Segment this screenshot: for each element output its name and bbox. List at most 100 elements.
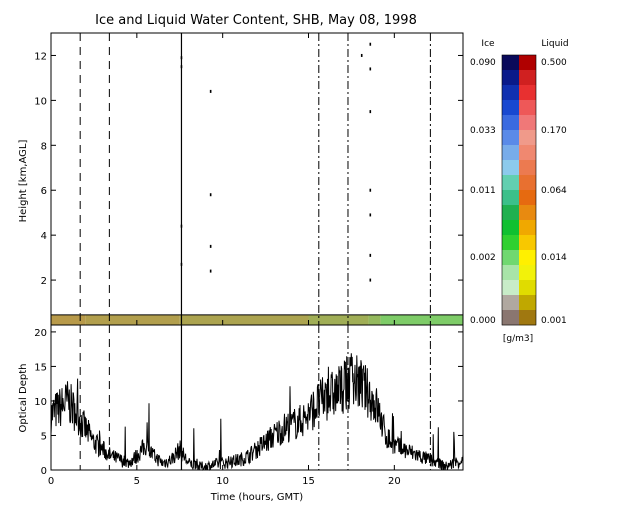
colorbar-liquid-swatch [519,265,536,281]
colorbar: Ice Liquid 0.090 0.033 0.011 0.002 0.000 0.5… [470,39,569,344]
colorbar-ice-swatch [502,160,519,176]
colorbar-liquid-tick-label: 0.014 [541,253,567,263]
cloud-speck [369,213,372,217]
top-y-axis-label: Height [km,AGL] [18,140,29,223]
bottom-y-tick-label: 10 [34,397,47,408]
cloud-layer-segment [380,314,463,325]
bottom-x-tick-label: 15 [302,476,315,487]
colorbar-liquid-tick-label: 0.001 [541,316,567,326]
colorbar-ice-swatch [502,235,519,251]
colorbar-ice-swatch [502,100,519,116]
bottom-y-tick-label: 5 [41,431,47,442]
colorbar-liquid-swatch [519,100,536,116]
colorbar-liquid-header: Liquid [541,39,568,49]
top-y-tick-label: 10 [34,96,47,107]
colorbar-liquid-swatch [519,145,536,161]
colorbar-unit: [g/m3] [503,334,533,344]
bottom-x-tick-label: 20 [388,476,401,487]
top-y-tick-label: 8 [41,141,47,152]
bottom-x-ticks: 0 5 10 15 20 [48,465,401,487]
cloud-speck [209,193,212,197]
cloud-layer-segment [179,314,309,325]
cloud-speck [209,269,212,273]
bottom-x-tick-label: 5 [134,476,140,487]
top-x-ticks [50,33,395,325]
colorbar-ice-swatch [502,205,519,221]
top-y-tick-label: 4 [41,231,47,242]
water-content-panel: 2 4 6 8 10 12 Height [km,AGL] [18,32,464,326]
colorbar-liquid-tick-label: 0.064 [541,186,567,196]
cloud-layer-segment [85,314,180,325]
cloud-layer-segment [308,314,369,325]
event-lines-bottom [79,325,431,470]
colorbar-ice-tick-label: 0.011 [470,186,496,196]
colorbar-liquid-swatch [519,190,536,206]
colorbar-liquid-swatch [519,205,536,221]
cloud-speck [209,244,212,248]
colorbar-ice-swatch [502,115,519,131]
cloud-layer-segment [51,314,86,325]
colorbar-liquid-swatch [519,250,536,266]
top-y-tick-label: 12 [34,51,47,62]
chart-title: Ice and Liquid Water Content, SHB, May 0… [95,13,417,28]
optical-depth-trace [50,353,464,471]
colorbar-ice-tick-label: 0.033 [470,126,496,136]
colorbar-liquid-swatch [519,310,536,326]
colorbar-liquid-swatch [519,115,536,131]
colorbar-liquid-swatch [519,55,536,71]
colorbar-liquid-tick-label: 0.170 [541,126,567,136]
colorbar-ice-ticks: 0.090 0.033 0.011 0.002 0.000 [470,58,496,326]
optical-depth-panel: 0 5 10 15 20 0 5 10 15 20 Optical Depth Time (ho… [18,324,464,503]
colorbar-ice-swatch [502,250,519,266]
colorbar-ice-swatch [502,85,519,101]
colorbar-liquid-swatch [519,160,536,176]
cloud-layer-segment [368,314,381,325]
colorbar-ice-swatch [502,145,519,161]
top-y-tick-label: 6 [41,186,47,197]
colorbar-ice-swatch [502,265,519,281]
top-y-tick-label: 2 [41,276,47,287]
x-axis-label: Time (hours, GMT) [210,492,304,503]
colorbar-liquid-ticks: 0.500 0.170 0.064 0.014 0.001 [541,58,567,326]
event-lines-top [79,33,431,325]
colorbar-ice-swatch [502,190,519,206]
cloud-speck [369,253,372,257]
colorbar-ice-swatch [502,295,519,311]
cloud-speck [209,89,212,93]
top-y-ticks: 2 4 6 8 10 12 [34,51,463,287]
cloud-speck [360,53,363,57]
colorbar-ice-swatch [502,175,519,191]
colorbar-frame [501,54,537,326]
colorbar-ice-swatch [502,220,519,236]
cloud-speck [369,110,372,114]
bottom-x-tick-label: 0 [48,476,54,487]
colorbar-liquid-swatch [519,130,536,146]
bottom-y-tick-label: 15 [34,362,47,373]
cloud-layer-group [51,314,463,325]
bottom-x-tick-label: 10 [216,476,229,487]
colorbar-liquid-swatches [519,55,536,326]
colorbar-ice-swatch [502,55,519,71]
colorbar-ice-tick-label: 0.090 [470,58,496,68]
colorbar-ice-tick-label: 0.000 [470,316,496,326]
top-plot-frame [50,32,464,326]
colorbar-ice-swatch [502,130,519,146]
colorbar-liquid-swatch [519,220,536,236]
cloud-speck [369,67,372,71]
bottom-y-axis-label: Optical Depth [18,364,29,433]
bottom-plot-frame [50,324,464,471]
colorbar-liquid-swatch [519,235,536,251]
colorbar-liquid-swatch [519,85,536,101]
colorbar-liquid-swatch [519,175,536,191]
speck-group [180,42,372,282]
colorbar-liquid-swatch [519,280,536,296]
colorbar-ice-swatch [502,70,519,86]
colorbar-ice-swatch [502,310,519,326]
colorbar-ice-tick-label: 0.002 [470,253,496,263]
colorbar-liquid-tick-label: 0.500 [541,58,567,68]
cloud-speck [369,188,372,192]
colorbar-liquid-swatch [519,70,536,86]
bottom-y-tick-label: 0 [41,466,47,477]
